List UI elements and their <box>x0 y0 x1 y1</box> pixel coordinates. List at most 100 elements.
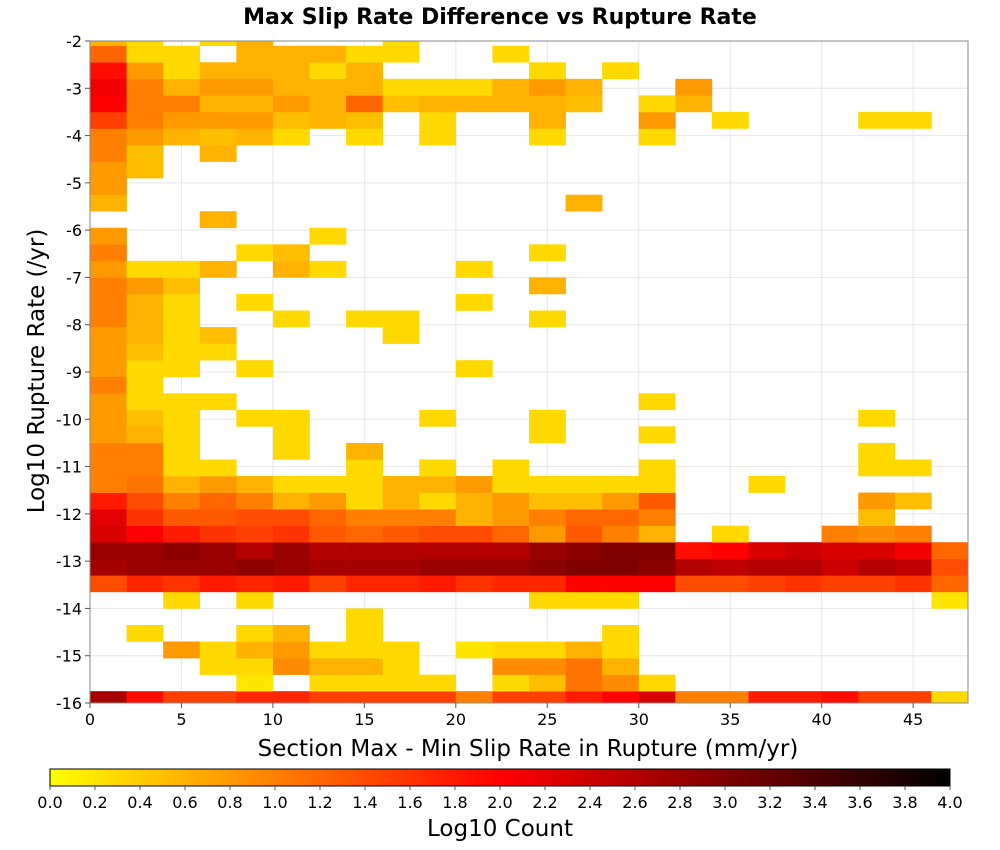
heatmap-cell <box>199 78 237 96</box>
heatmap-cell <box>675 78 713 96</box>
heatmap-cell <box>565 591 603 609</box>
heatmap-cell <box>272 442 310 460</box>
heatmap-cell <box>455 360 493 378</box>
heatmap-cell <box>126 111 164 129</box>
heatmap-cell <box>309 45 347 63</box>
heatmap-cell <box>163 343 201 361</box>
heatmap-cell <box>90 459 127 477</box>
heatmap-cell <box>90 426 127 444</box>
heatmap-cell <box>346 442 383 460</box>
heatmap-cell <box>199 641 237 659</box>
y-tick-label: -13 <box>56 552 82 571</box>
heatmap-cell <box>711 111 749 129</box>
colorbar-tick-label: 3.0 <box>712 793 737 812</box>
heatmap-cell <box>90 260 127 278</box>
heatmap-cell <box>272 111 310 129</box>
heatmap-cell <box>675 542 713 560</box>
heatmap-cell <box>346 641 383 659</box>
heatmap-cell <box>602 658 640 675</box>
heatmap-cell <box>565 78 603 96</box>
heatmap-cell <box>419 525 457 543</box>
heatmap-cell <box>492 476 530 493</box>
heatmap-cell <box>309 227 347 245</box>
heatmap-cell <box>894 691 932 704</box>
heatmap-cell <box>236 674 274 692</box>
heatmap-cell <box>236 641 274 659</box>
heatmap-cell <box>272 128 310 146</box>
heatmap-cell <box>638 509 676 526</box>
x-tick-label: 10 <box>263 710 283 729</box>
heatmap-cell <box>90 310 127 328</box>
colorbar-tick-label: 2.2 <box>532 793 557 812</box>
heatmap-cell <box>236 492 274 510</box>
heatmap-cell <box>346 310 383 328</box>
heatmap-cell <box>163 426 201 444</box>
heatmap-cell <box>163 111 201 129</box>
heatmap-cell <box>272 95 310 113</box>
heatmap-cell <box>894 558 932 576</box>
heatmap-cell <box>126 161 164 179</box>
heatmap-cell <box>894 575 932 593</box>
heatmap-cell <box>309 558 347 576</box>
heatmap-cell <box>90 476 127 493</box>
heatmap-cell <box>272 624 310 642</box>
heatmap-cell <box>602 509 640 526</box>
heatmap-cell <box>90 178 127 195</box>
heatmap-cell <box>90 78 127 96</box>
colorbar-tick-label: 1.8 <box>442 793 467 812</box>
heatmap-cell <box>272 45 310 63</box>
heatmap-cell <box>638 393 676 411</box>
colorbar <box>49 768 951 787</box>
heatmap-cell <box>565 542 603 560</box>
heatmap-cell <box>675 691 713 704</box>
heatmap-cell <box>529 591 566 609</box>
heatmap-cell <box>90 343 127 361</box>
heatmap-cell <box>931 542 969 560</box>
heatmap-cell <box>419 459 457 477</box>
heatmap-cell <box>163 409 201 427</box>
heatmap-cell <box>455 691 493 704</box>
heatmap-cell <box>602 674 640 692</box>
x-axis-ticks: 0 5 10 15 20 25 30 35 40 45 <box>85 703 923 729</box>
heatmap-cell <box>199 691 237 704</box>
y-axis-ticks: -2 -3 -4 -5 -6 -7 -8 -9 -10 -11 -12 -13 -14 -15 -16 <box>56 32 90 713</box>
heatmap-cell <box>529 509 566 526</box>
colorbar-ticks: 0.0 0.2 0.4 0.6 0.8 1.0 1.2 1.4 1.6 1.8 2.0 2.2 2.4 2… <box>37 786 963 812</box>
heatmap-cell <box>199 111 237 129</box>
heatmap-cell <box>419 111 457 129</box>
heatmap-cell <box>455 293 493 311</box>
heatmap-cell <box>163 691 201 704</box>
heatmap-cell <box>126 442 164 460</box>
heatmap-cell <box>236 360 274 378</box>
heatmap-cell <box>126 62 164 80</box>
heatmap-cell <box>126 376 164 394</box>
heatmap-cell <box>602 492 640 510</box>
heatmap-cell <box>931 691 969 704</box>
heatmap-cell <box>529 492 566 510</box>
heatmap-cell <box>126 95 164 113</box>
heatmap-cell <box>785 542 822 560</box>
heatmap-cell <box>748 476 786 493</box>
heatmap-cell <box>382 310 420 328</box>
heatmap-cell <box>565 492 603 510</box>
heatmap-cell <box>163 393 201 411</box>
heatmap-cell <box>492 658 530 675</box>
heatmap-cell <box>126 426 164 444</box>
heatmap-cell <box>931 575 969 593</box>
heatmap-cell <box>346 542 383 560</box>
y-tick-label: -16 <box>56 694 82 713</box>
heatmap-cell <box>199 62 237 80</box>
heatmap-cell <box>529 277 566 295</box>
x-tick-label: 25 <box>537 710 557 729</box>
heatmap-cell <box>163 360 201 378</box>
colorbar-tick-label: 2.6 <box>622 793 647 812</box>
heatmap-cell <box>529 674 566 692</box>
heatmap-cell <box>272 691 310 704</box>
heatmap-cell <box>382 492 420 510</box>
y-axis-label: Log10 Rupture Rate (/yr) <box>24 229 50 514</box>
heatmap-cell <box>272 575 310 593</box>
heatmap-cell <box>199 145 237 162</box>
heatmap-cell <box>236 509 274 526</box>
heatmap-cell <box>126 393 164 411</box>
heatmap-cell <box>455 95 493 113</box>
